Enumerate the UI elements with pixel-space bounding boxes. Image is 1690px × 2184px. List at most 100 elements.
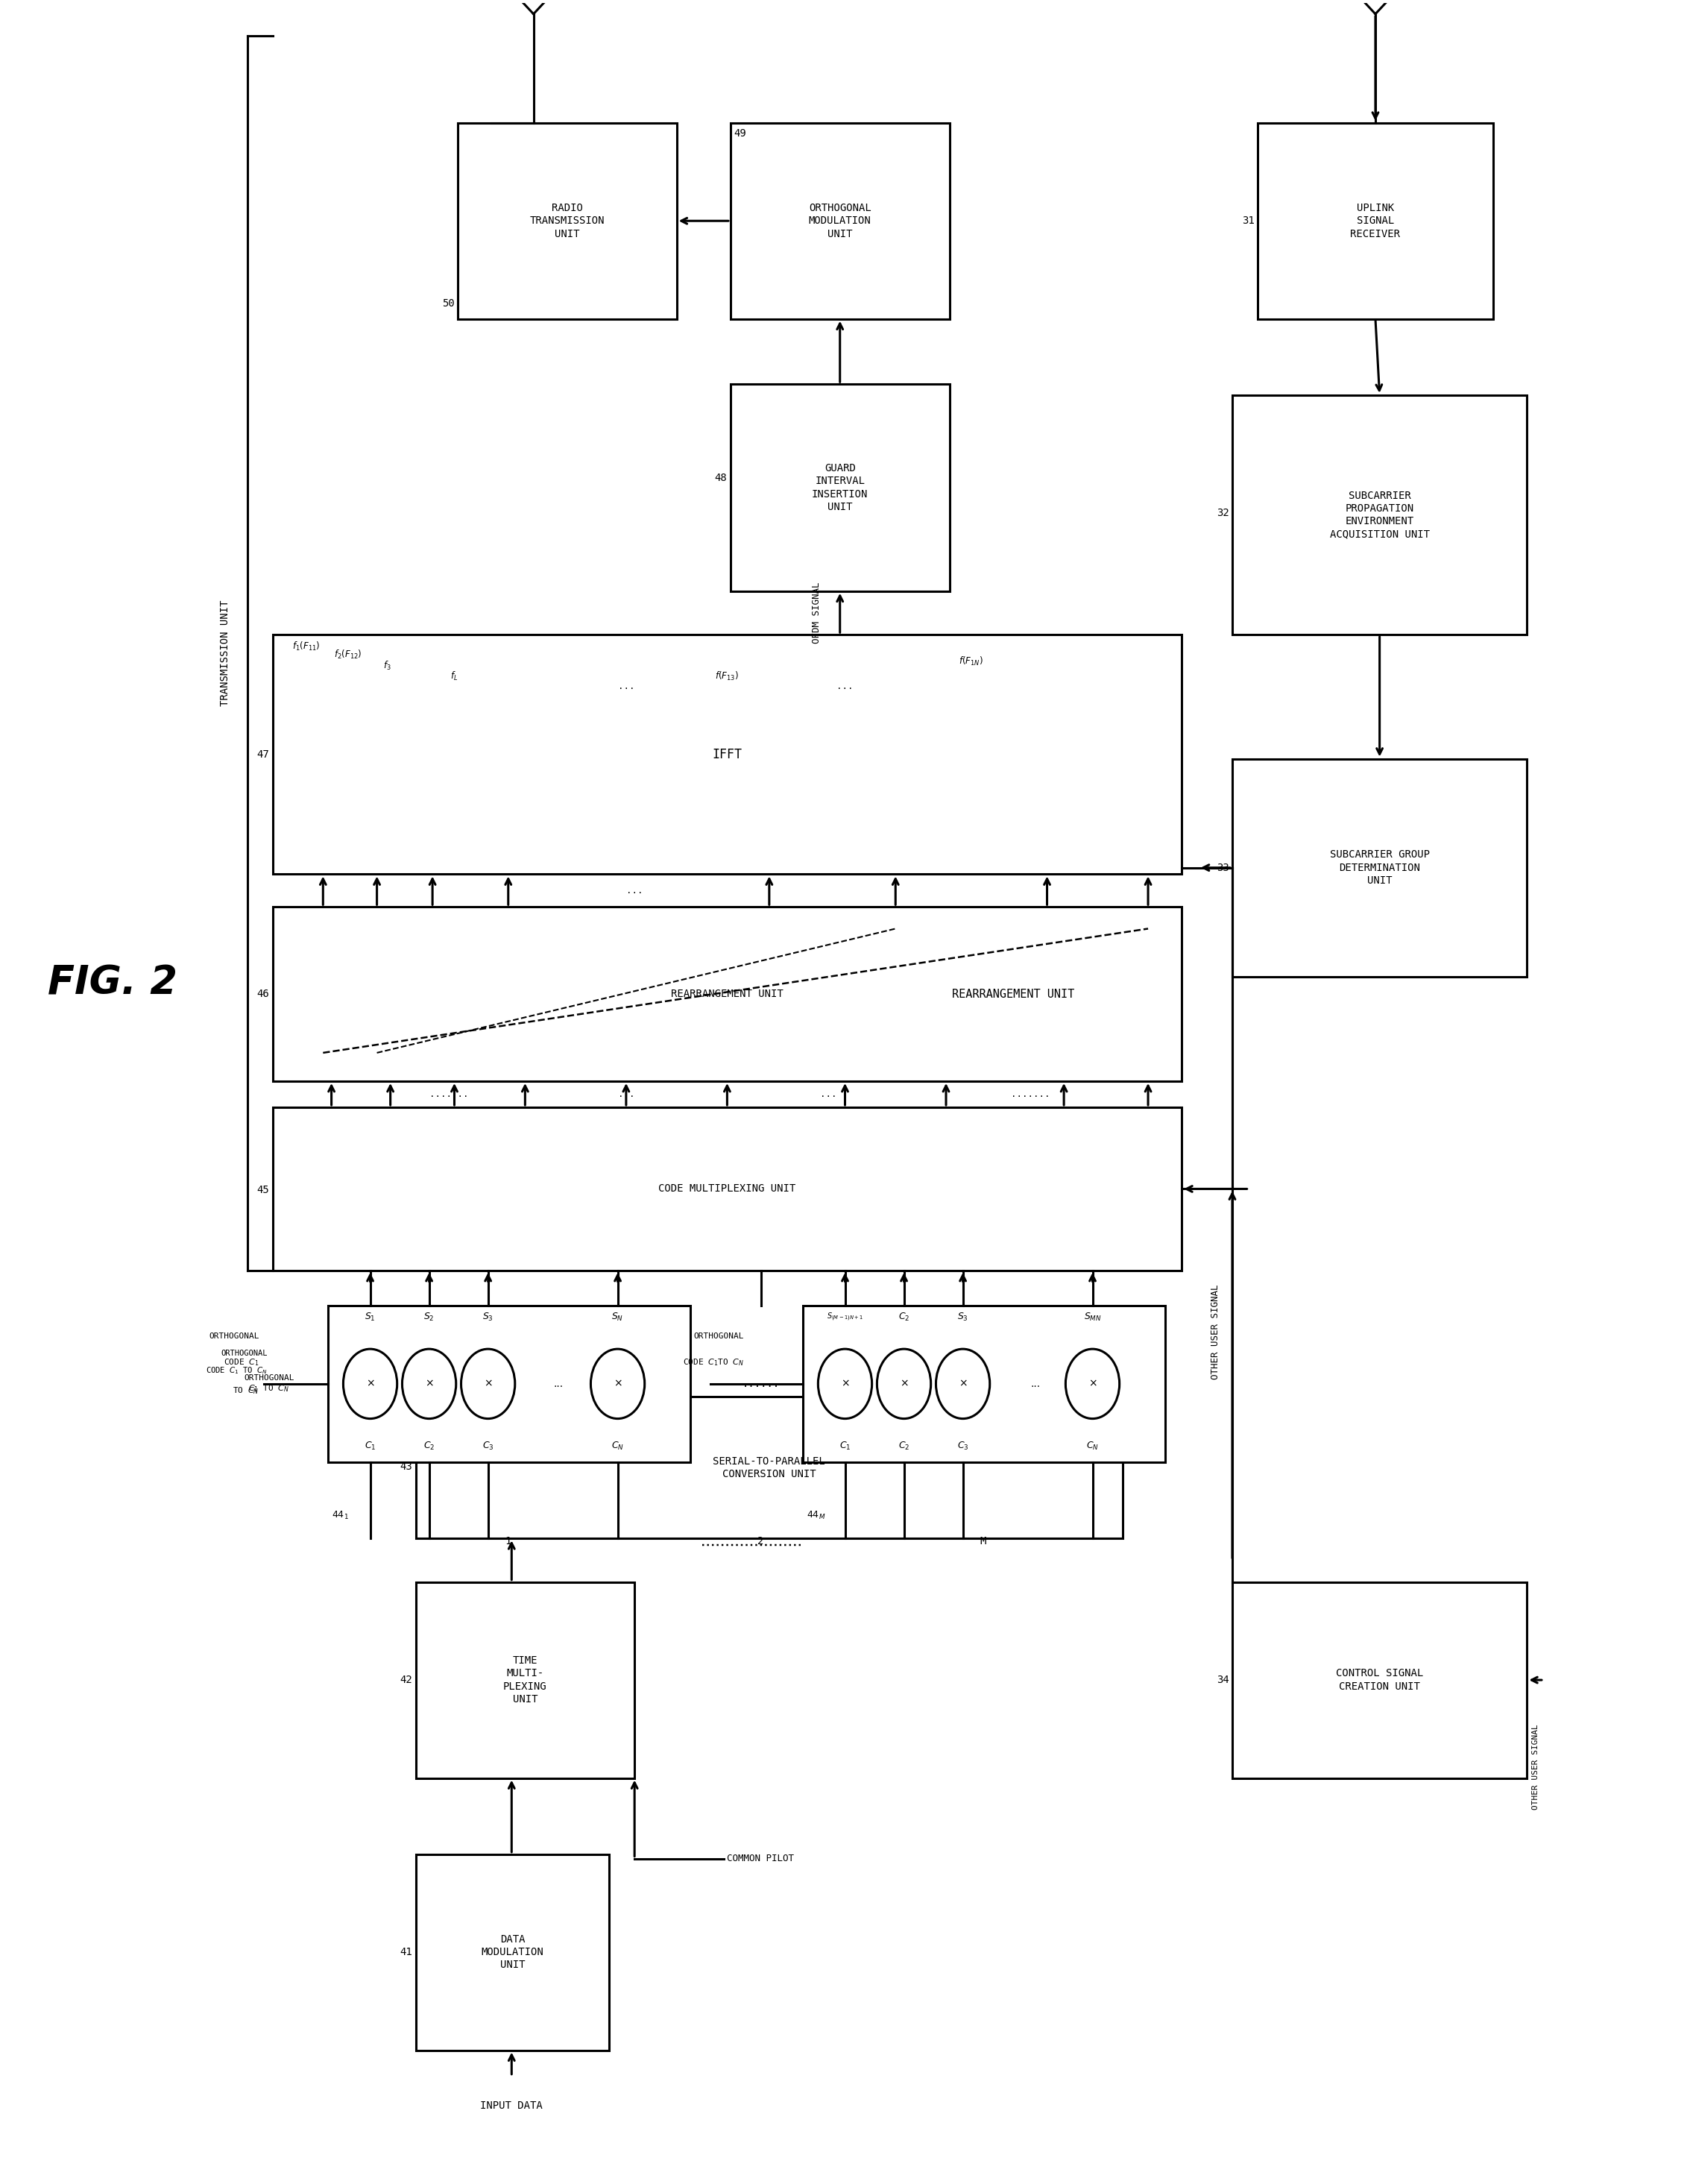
Text: CODE $C_1$ TO $C_N$: CODE $C_1$ TO $C_N$ xyxy=(206,1365,267,1376)
Text: $44_M$: $44_M$ xyxy=(806,1509,825,1522)
Text: $\times$: $\times$ xyxy=(613,1378,622,1389)
Bar xyxy=(416,1854,610,2051)
Text: ...: ... xyxy=(837,681,853,692)
Text: .......: ....... xyxy=(429,1090,468,1099)
Text: SUBCARRIER
PROPAGATION
ENVIRONMENT
ACQUISITION UNIT: SUBCARRIER PROPAGATION ENVIRONMENT ACQUI… xyxy=(1330,491,1430,539)
Text: $C_2$: $C_2$ xyxy=(424,1441,434,1452)
Text: 1: 1 xyxy=(505,1535,512,1546)
Text: SUBCARRIER GROUP
DETERMINATION
UNIT: SUBCARRIER GROUP DETERMINATION UNIT xyxy=(1330,850,1430,887)
Text: TIME
MULTI-
PLEXING
UNIT: TIME MULTI- PLEXING UNIT xyxy=(504,1655,548,1704)
Text: SERIAL-TO-PARALLEL
CONVERSION UNIT: SERIAL-TO-PARALLEL CONVERSION UNIT xyxy=(713,1457,825,1479)
Bar xyxy=(328,1306,690,1463)
Text: REARRANGEMENT UNIT: REARRANGEMENT UNIT xyxy=(951,989,1075,1000)
Text: 34: 34 xyxy=(1217,1675,1229,1686)
Text: $f_2(F_{12})$: $f_2(F_{12})$ xyxy=(335,649,362,662)
Bar xyxy=(416,1398,1122,1538)
Text: $S_{MN}$: $S_{MN}$ xyxy=(1083,1313,1102,1324)
Bar xyxy=(458,122,676,319)
Text: 47: 47 xyxy=(257,749,269,760)
Text: CODE $C_1$: CODE $C_1$ xyxy=(223,1356,259,1367)
Bar xyxy=(1232,1581,1528,1778)
Text: ORTHOGONAL: ORTHOGONAL xyxy=(693,1332,744,1339)
Text: TO $C_N$: TO $C_N$ xyxy=(233,1385,259,1396)
Bar xyxy=(1257,122,1494,319)
Text: ORTHOGONAL: ORTHOGONAL xyxy=(210,1332,259,1339)
Circle shape xyxy=(402,1350,456,1420)
Text: $\times$: $\times$ xyxy=(365,1378,375,1389)
Circle shape xyxy=(591,1350,644,1420)
Bar xyxy=(1232,758,1528,976)
Text: OFDM SIGNAL: OFDM SIGNAL xyxy=(811,583,821,644)
Text: $\times$: $\times$ xyxy=(899,1378,908,1389)
Text: $44_1$: $44_1$ xyxy=(331,1509,348,1522)
Text: IFFT: IFFT xyxy=(711,747,742,762)
Text: 33: 33 xyxy=(1217,863,1229,874)
Text: $\times$: $\times$ xyxy=(1088,1378,1097,1389)
Text: $C_2$: $C_2$ xyxy=(897,1441,909,1452)
Bar xyxy=(272,906,1181,1081)
Text: $C_1$: $C_1$ xyxy=(365,1441,375,1452)
Text: GUARD
INTERVAL
INSERTION
UNIT: GUARD INTERVAL INSERTION UNIT xyxy=(811,463,869,513)
Text: TRANSMISSION UNIT: TRANSMISSION UNIT xyxy=(220,601,230,705)
Text: ...: ... xyxy=(619,681,634,692)
Circle shape xyxy=(936,1350,990,1420)
Text: ......: ...... xyxy=(742,1378,779,1389)
Text: 46: 46 xyxy=(257,989,269,1000)
Text: $S_N$: $S_N$ xyxy=(612,1313,624,1324)
Text: 43: 43 xyxy=(401,1461,412,1472)
Circle shape xyxy=(461,1350,515,1420)
Text: ...: ... xyxy=(820,1090,837,1099)
Text: ...: ... xyxy=(1031,1378,1039,1389)
Text: .......: ....... xyxy=(1011,1090,1049,1099)
Text: 41: 41 xyxy=(401,1946,412,1957)
Text: 31: 31 xyxy=(1242,216,1254,227)
Circle shape xyxy=(1066,1350,1119,1420)
Text: $C_3$: $C_3$ xyxy=(957,1441,968,1452)
Text: CONTROL SIGNAL
CREATION UNIT: CONTROL SIGNAL CREATION UNIT xyxy=(1335,1669,1423,1693)
Text: INPUT DATA: INPUT DATA xyxy=(480,2101,542,2110)
Text: $C_N$: $C_N$ xyxy=(612,1441,624,1452)
Text: DATA
MODULATION
UNIT: DATA MODULATION UNIT xyxy=(482,1935,544,1970)
Text: M: M xyxy=(980,1535,987,1546)
Text: $f(F_{13})$: $f(F_{13})$ xyxy=(715,670,739,684)
Text: OTHER USER SIGNAL: OTHER USER SIGNAL xyxy=(1531,1725,1540,1811)
Bar xyxy=(730,384,950,592)
Text: COMMON PILOT: COMMON PILOT xyxy=(727,1854,794,1863)
Text: ORTHOGONAL
$C_1$ TO $C_N$: ORTHOGONAL $C_1$ TO $C_N$ xyxy=(243,1374,294,1393)
Text: $S_1$: $S_1$ xyxy=(365,1313,375,1324)
Text: $C_1$: $C_1$ xyxy=(840,1441,850,1452)
Circle shape xyxy=(818,1350,872,1420)
Text: ...: ... xyxy=(619,1090,634,1099)
Text: $S_2$: $S_2$ xyxy=(424,1313,434,1324)
Text: $\times$: $\times$ xyxy=(424,1378,433,1389)
Bar xyxy=(803,1306,1164,1463)
Circle shape xyxy=(343,1350,397,1420)
Text: 42: 42 xyxy=(401,1675,412,1686)
Text: $S_{(M-1)N+1}$: $S_{(M-1)N+1}$ xyxy=(826,1310,864,1324)
Text: ...: ... xyxy=(554,1378,564,1389)
Text: OTHER USER SIGNAL: OTHER USER SIGNAL xyxy=(1210,1284,1220,1378)
Text: CODE $C_1$TO $C_N$: CODE $C_1$TO $C_N$ xyxy=(683,1356,744,1367)
Text: $C_3$: $C_3$ xyxy=(482,1441,493,1452)
Text: 45: 45 xyxy=(257,1184,269,1195)
Text: 48: 48 xyxy=(715,472,727,483)
Text: $S_3$: $S_3$ xyxy=(483,1313,493,1324)
Text: UPLINK
SIGNAL
RECEIVER: UPLINK SIGNAL RECEIVER xyxy=(1350,203,1401,238)
Text: $f_3$: $f_3$ xyxy=(384,660,390,673)
Text: $\times$: $\times$ xyxy=(958,1378,967,1389)
Text: $\times$: $\times$ xyxy=(483,1378,492,1389)
Text: $f_L$: $f_L$ xyxy=(451,670,458,684)
Bar xyxy=(272,1107,1181,1271)
Bar xyxy=(1232,395,1528,636)
Text: 49: 49 xyxy=(733,129,747,140)
Text: REARRANGEMENT UNIT: REARRANGEMENT UNIT xyxy=(671,989,784,1000)
Text: CODE MULTIPLEXING UNIT: CODE MULTIPLEXING UNIT xyxy=(659,1184,796,1195)
Text: RADIO
TRANSMISSION
UNIT: RADIO TRANSMISSION UNIT xyxy=(529,203,605,238)
Text: $\times$: $\times$ xyxy=(840,1378,850,1389)
Text: FIG. 2: FIG. 2 xyxy=(47,963,177,1002)
Text: $f_1(F_{11})$: $f_1(F_{11})$ xyxy=(292,640,319,653)
Text: 2: 2 xyxy=(757,1535,764,1546)
Text: ...: ... xyxy=(625,887,642,895)
Text: $C_N$: $C_N$ xyxy=(1087,1441,1098,1452)
Bar xyxy=(272,636,1181,874)
